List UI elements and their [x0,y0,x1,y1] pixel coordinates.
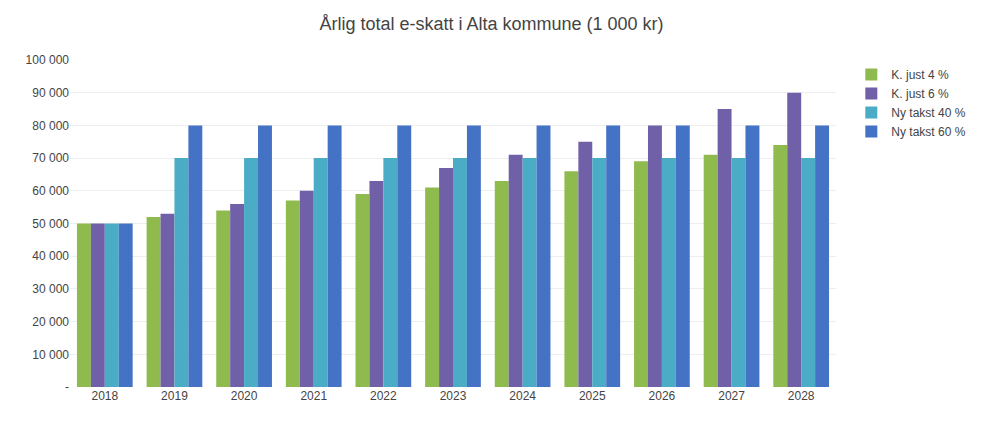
svg-text:30 000: 30 000 [32,282,69,296]
svg-text:2023: 2023 [440,389,467,403]
svg-text:K. just 4 %: K. just 4 % [891,68,949,82]
svg-text:2018: 2018 [91,389,118,403]
svg-text:2022: 2022 [370,389,397,403]
svg-text:K. just 6 %: K. just 6 % [891,87,949,101]
svg-text:70 000: 70 000 [32,151,69,165]
svg-text:2020: 2020 [231,389,258,403]
svg-text:40 000: 40 000 [32,249,69,263]
svg-text:60 000: 60 000 [32,184,69,198]
svg-text:10 000: 10 000 [32,348,69,362]
svg-text:2026: 2026 [649,389,676,403]
svg-text:Ny takst 60 %: Ny takst 60 % [891,125,965,139]
svg-text:2027: 2027 [718,389,745,403]
svg-text:Årlig total e-skatt i Alta kom: Årlig total e-skatt i Alta kommune (1 00… [319,14,663,34]
svg-text:Ny takst 40 %: Ny takst 40 % [891,106,965,120]
svg-text:50 000: 50 000 [32,217,69,231]
svg-text:2021: 2021 [300,389,327,403]
svg-text:20 000: 20 000 [32,315,69,329]
svg-text:2024: 2024 [509,389,536,403]
svg-text:90 000: 90 000 [32,86,69,100]
svg-text:2028: 2028 [788,389,815,403]
svg-text:2019: 2019 [161,389,188,403]
svg-text:2025: 2025 [579,389,606,403]
svg-text:80 000: 80 000 [32,119,69,133]
svg-text:100 000: 100 000 [26,53,70,67]
svg-text:-: - [65,380,69,394]
